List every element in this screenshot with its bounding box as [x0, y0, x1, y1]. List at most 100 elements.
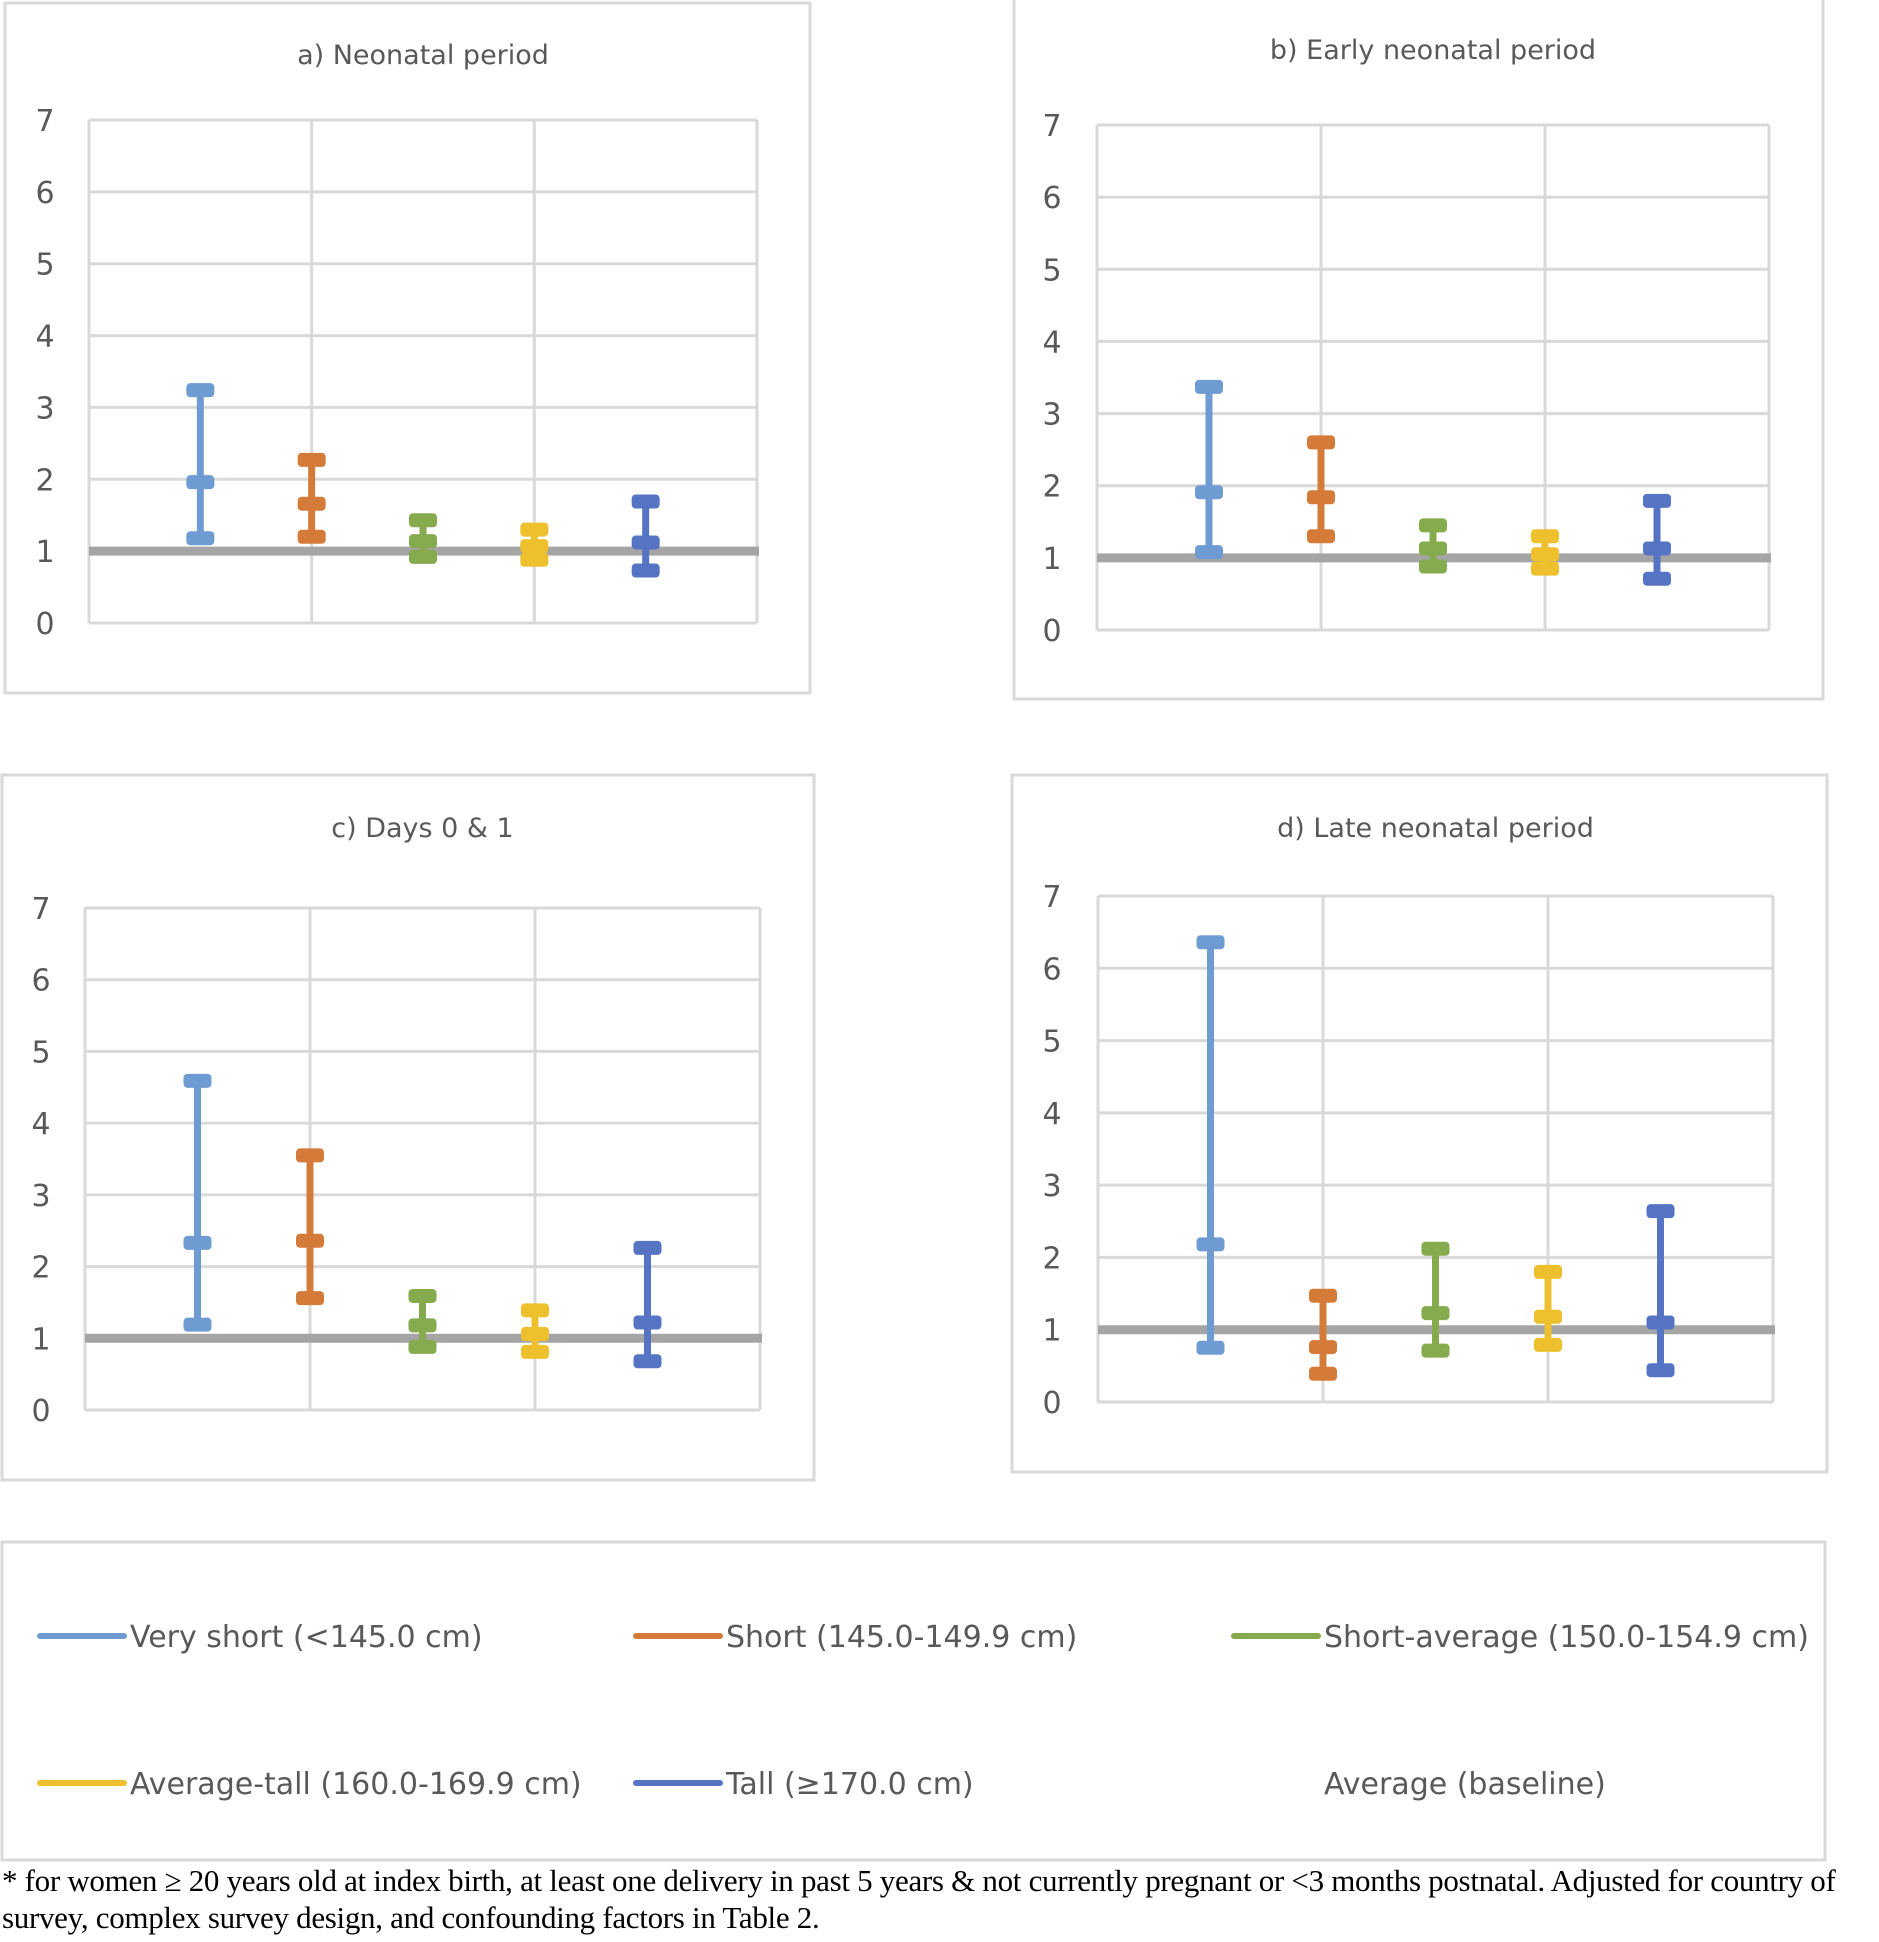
error-bar-upper-cap: [1196, 935, 1225, 950]
error-bar-lower-cap: [186, 531, 215, 546]
y-tick-label: 0: [1042, 1386, 1061, 1421]
error-bar: [1196, 935, 1225, 1355]
error-bar-estimate: [296, 1233, 324, 1248]
error-bar: [1531, 529, 1559, 576]
error-bar-upper-cap: [633, 1240, 662, 1255]
y-tick-label: 4: [31, 1107, 50, 1142]
error-bar-estimate: [1534, 1309, 1562, 1324]
y-tick-label: 4: [1042, 325, 1061, 360]
error-bar: [297, 452, 326, 544]
legend-label: Short (145.0-149.9 cm): [726, 1620, 1077, 1655]
legend-item: Very short (<145.0 cm): [37, 1620, 483, 1655]
error-bar-lower-cap: [1419, 559, 1447, 574]
legend-label: Average (baseline): [1324, 1767, 1606, 1802]
error-bar-estimate: [409, 534, 437, 549]
error-bar-lower-cap: [1196, 1340, 1225, 1355]
y-tick-label: 0: [35, 607, 54, 642]
panel-frame: [1012, 0, 1825, 701]
error-bar: [1646, 1204, 1675, 1378]
error-bar-lower-cap: [631, 563, 660, 578]
error-bar-lower-cap: [520, 552, 549, 567]
y-tick-label: 1: [1042, 542, 1061, 577]
legend-item: Short-average (150.0-154.9 cm): [1231, 1620, 1809, 1655]
y-tick-label: 2: [1042, 470, 1061, 505]
error-bar-upper-cap: [1531, 529, 1559, 544]
footnote: * for women ≥ 20 years old at index birt…: [2, 1863, 1836, 1935]
error-bar-upper-cap: [186, 383, 215, 398]
error-bar: [183, 1073, 212, 1332]
error-bar-lower-cap: [521, 1344, 549, 1359]
error-bar-estimate: [1421, 1306, 1450, 1321]
error-bar-upper-cap: [1419, 518, 1447, 533]
error-bar-upper-cap: [1643, 493, 1671, 508]
error-bar-estimate: [1196, 1237, 1225, 1252]
panel-title: a) Neonatal period: [297, 40, 549, 71]
error-bar-estimate: [1309, 1340, 1337, 1355]
error-bar-estimate: [297, 496, 326, 511]
legend-item: Tall (≥170.0 cm): [633, 1767, 974, 1802]
error-bar-lower-cap: [1309, 1366, 1337, 1381]
legend-label: Tall (≥170.0 cm): [725, 1767, 974, 1802]
error-bar-lower-cap: [1643, 571, 1671, 586]
panel-title: b) Early neonatal period: [1270, 35, 1596, 66]
error-bar-estimate: [1646, 1315, 1675, 1330]
error-bar-upper-cap: [1195, 379, 1223, 394]
y-tick-label: 6: [1042, 181, 1061, 216]
error-bar-lower-cap: [1531, 561, 1559, 576]
error-bar: [408, 1288, 437, 1354]
error-bar: [1195, 379, 1223, 560]
error-bar-upper-cap: [183, 1073, 212, 1088]
error-bar-upper-cap: [1421, 1241, 1450, 1256]
y-tick-label: 3: [35, 391, 54, 426]
error-bar: [633, 1240, 662, 1369]
error-bar: [520, 522, 549, 567]
error-bar: [186, 383, 215, 546]
panel-title: d) Late neonatal period: [1277, 813, 1594, 844]
error-bar: [1534, 1264, 1562, 1352]
error-bar-upper-cap: [1534, 1264, 1562, 1279]
error-bar-upper-cap: [296, 1148, 324, 1163]
error-bar: [521, 1303, 549, 1359]
error-bar-estimate: [1531, 547, 1559, 562]
y-tick-label: 1: [35, 535, 54, 570]
y-tick-label: 7: [1042, 880, 1061, 915]
error-bar-lower-cap: [297, 529, 326, 544]
panel-frame: [0, 773, 816, 1482]
legend-label: Very short (<145.0 cm): [130, 1620, 483, 1655]
error-bar: [296, 1148, 324, 1306]
error-bar-lower-cap: [1307, 529, 1335, 544]
error-bar-upper-cap: [297, 452, 326, 467]
chart-panel-b: b) Early neonatal period 0 1 2 3 4 5 6 7: [1012, 0, 1825, 701]
y-tick-label: 6: [1042, 952, 1061, 987]
error-bar: [409, 513, 437, 564]
error-bar-lower-cap: [408, 1339, 437, 1354]
chart-panel-d: d) Late neonatal period 0 1 2 3 4 5 6 7: [1010, 773, 1829, 1474]
y-tick-label: 4: [35, 320, 54, 355]
y-tick-label: 7: [35, 104, 54, 139]
y-tick-label: 6: [31, 964, 50, 999]
panel-title: c) Days 0 & 1: [331, 813, 514, 844]
y-tick-label: 3: [1042, 1169, 1061, 1204]
legend-frame: [0, 1540, 1827, 1862]
legend: Very short (<145.0 cm) Short (145.0-149.9…: [0, 1540, 1827, 1862]
error-bar-lower-cap: [1421, 1343, 1450, 1358]
y-tick-label: 2: [31, 1251, 50, 1286]
error-bar-upper-cap: [1646, 1204, 1675, 1219]
y-tick-label: 3: [1042, 398, 1061, 433]
error-bar-lower-cap: [1195, 545, 1223, 560]
error-bar-lower-cap: [409, 549, 437, 564]
error-bar-estimate: [186, 475, 215, 490]
chart-panel-c: c) Days 0 & 1 0 1 2 3 4 5 6 7: [0, 773, 816, 1482]
error-bar-upper-cap: [1309, 1288, 1337, 1303]
y-tick-label: 6: [35, 176, 54, 211]
error-bar-estimate: [1419, 541, 1447, 556]
error-bar: [1307, 435, 1335, 544]
y-tick-label: 1: [31, 1322, 50, 1357]
panel-frame: [1010, 773, 1829, 1474]
error-bar-upper-cap: [631, 494, 660, 509]
error-bar-estimate: [1307, 490, 1335, 505]
error-bar-estimate: [408, 1318, 437, 1333]
y-tick-label: 5: [1042, 253, 1061, 288]
panel-frame: [3, 1, 812, 695]
error-bar: [1421, 1241, 1450, 1358]
